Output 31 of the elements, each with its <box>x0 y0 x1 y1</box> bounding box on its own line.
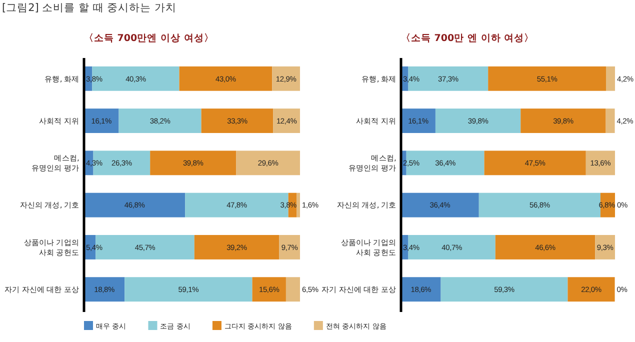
bar <box>179 66 272 91</box>
bar <box>495 234 596 260</box>
bar <box>286 277 300 302</box>
bar <box>478 192 600 218</box>
bar <box>401 192 479 218</box>
bar <box>236 150 300 176</box>
bar <box>606 66 615 91</box>
bar <box>201 108 274 134</box>
bar <box>252 277 286 302</box>
chart-subtitle: 〈소득 700만 엔 이하 여성〉 <box>401 32 534 44</box>
bar <box>279 234 300 260</box>
bar <box>194 234 280 260</box>
bar <box>520 108 606 134</box>
bar <box>606 108 615 134</box>
bar <box>568 277 615 302</box>
bar <box>84 277 125 302</box>
bar <box>440 277 568 302</box>
bar <box>150 150 236 176</box>
bar <box>273 108 300 134</box>
bar <box>488 66 606 91</box>
bar <box>586 150 615 176</box>
bar <box>484 150 586 176</box>
chart-title: [그림2] 소비를 할 때 중시하는 가치 <box>2 2 177 14</box>
bar <box>118 108 202 134</box>
chart-subtitle: 〈소득 700만엔 이상 여성〉 <box>84 32 214 44</box>
bar <box>296 192 300 218</box>
bar <box>84 192 186 218</box>
bar <box>401 277 441 302</box>
bar <box>124 277 252 302</box>
bar <box>272 66 300 91</box>
bar <box>435 108 521 134</box>
